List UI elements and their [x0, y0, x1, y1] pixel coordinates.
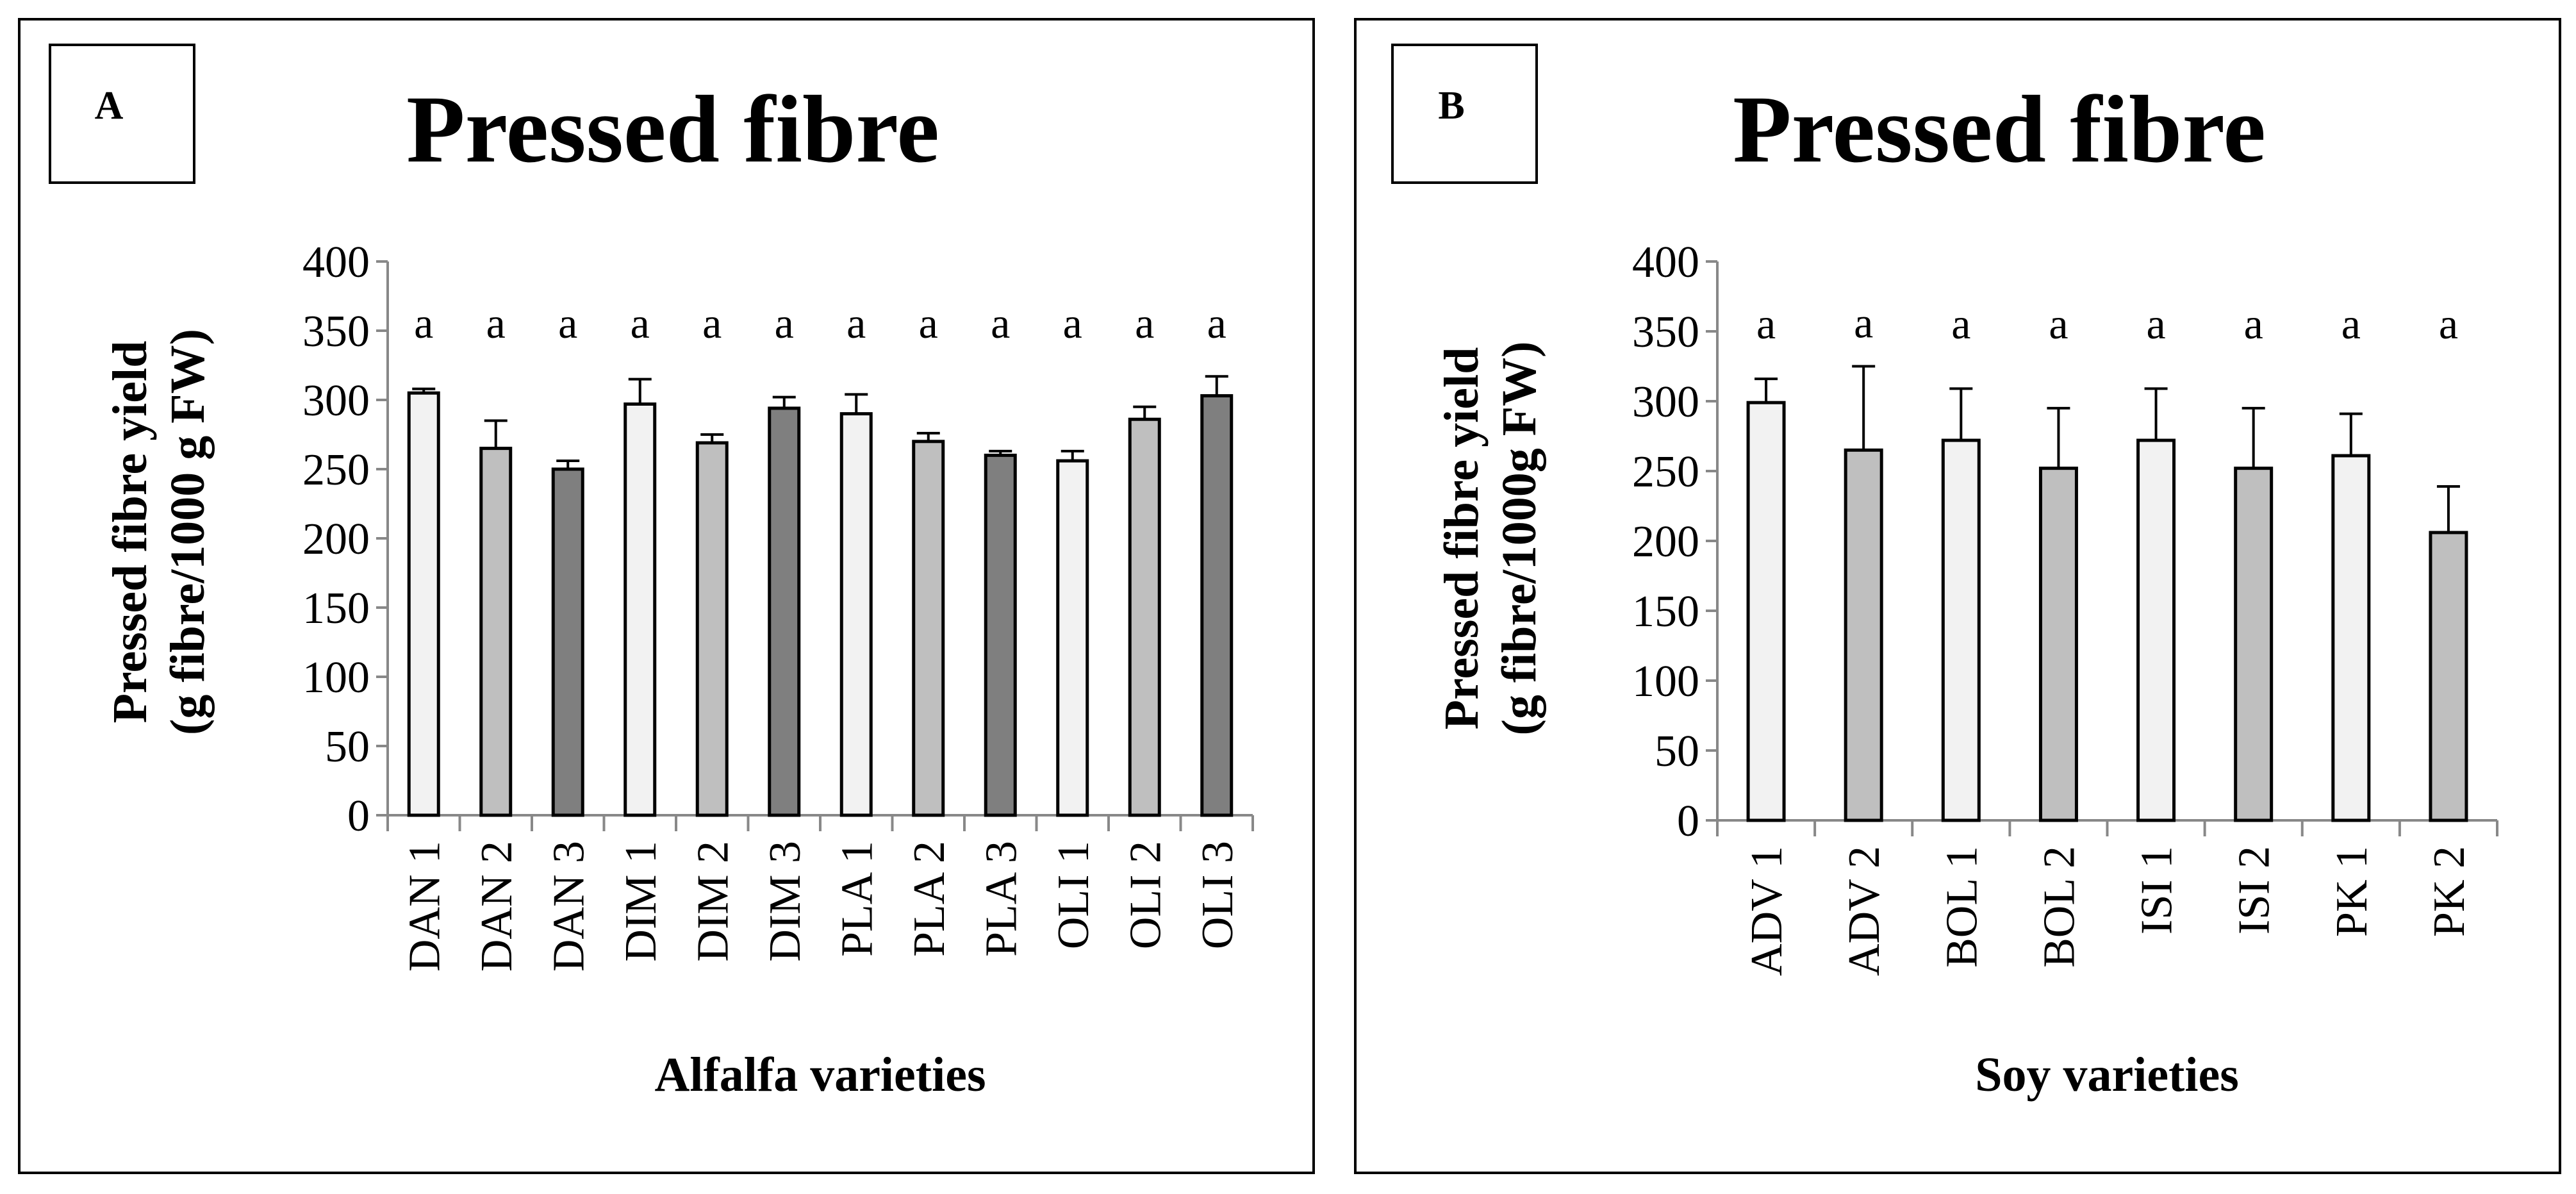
- panel-a-bar: [623, 402, 657, 817]
- panel-a-y-tick-label: 150: [302, 584, 370, 633]
- panel-b-y-tick-label: 100: [1632, 657, 1699, 706]
- panel-a-bar: [768, 406, 801, 817]
- panel-b-frame: [1354, 18, 2561, 1174]
- panel-a-bar: [695, 441, 729, 817]
- panel-a-bar: [1200, 394, 1234, 817]
- panel-a-bar: [984, 453, 1017, 817]
- panel-b-significance-label: a: [1854, 299, 1873, 347]
- panel-a-category-label: OLI 1: [1049, 841, 1098, 949]
- panel-a-category-label: DAN 2: [472, 841, 522, 972]
- panel-a-bar: [1128, 417, 1161, 817]
- panel-a-category-label: DIM 2: [688, 841, 738, 962]
- panel-a-title: Pressed fibre: [406, 76, 939, 183]
- panel-b: B Pressed fibre Pressed fibre yield (g f…: [1354, 18, 2561, 1174]
- panel-a-bar: [839, 412, 873, 817]
- panel-b-category-label: PK 1: [2327, 846, 2377, 937]
- panel-b-bar: [1941, 438, 1981, 822]
- panel-b-bar: [2234, 467, 2274, 822]
- panel-b-significance-label: a: [2049, 299, 2068, 348]
- panel-a-category-label: DAN 3: [544, 841, 593, 972]
- panel-b-bar: [2331, 454, 2371, 822]
- panel-a-y-tick-label: 0: [347, 792, 370, 841]
- panel-b-y-tick-label: 350: [1632, 308, 1699, 357]
- panel-a-significance-label: a: [1207, 299, 1226, 347]
- panel-b-y-tick-label: 250: [1632, 447, 1699, 497]
- panel-b-y-tick-label: 400: [1632, 238, 1699, 287]
- panel-b-significance-label: a: [1756, 299, 1776, 348]
- panel-b-category-label: ISI 1: [2133, 846, 2182, 934]
- panel-a-frame: [18, 18, 1315, 1174]
- panel-a-ylabel-line2: (g fibre/1000 g FW): [161, 329, 215, 735]
- panel-a-category-label: OLI 3: [1193, 841, 1243, 949]
- panel-a-significance-label: a: [775, 299, 794, 347]
- panel-a-significance-label: a: [1135, 299, 1154, 347]
- panel-b-bar: [2038, 467, 2078, 822]
- panel-a-significance-label: a: [558, 299, 577, 347]
- panel-a-label: A: [95, 84, 124, 128]
- panel-b-category-label: ISI 2: [2230, 846, 2279, 934]
- panel-a-y-tick-label: 400: [302, 238, 370, 287]
- panel-b-significance-label: a: [2244, 299, 2263, 348]
- panel-a-category-label: PLA 1: [832, 841, 882, 957]
- panel-b-category-label: BOL 1: [1937, 846, 1986, 968]
- panel-a-y-tick-label: 200: [302, 515, 370, 564]
- panel-a-significance-label: a: [631, 299, 650, 347]
- panel-a-y-tick-label: 250: [302, 445, 370, 495]
- panel-b-bar: [2429, 531, 2468, 822]
- panel-a-y-tick-label: 50: [325, 722, 370, 772]
- panel-a-category-label: DIM 1: [616, 841, 666, 962]
- panel-b-label-box: [1391, 44, 1538, 184]
- panel-b-title: Pressed fibre: [1733, 76, 2266, 183]
- panel-b-y-tick-label: 150: [1632, 587, 1699, 636]
- panel-b-significance-label: a: [1951, 299, 1970, 348]
- panel-b-category-label: ADV 2: [1840, 846, 1889, 976]
- panel-a-y-tick-label: 300: [302, 376, 370, 426]
- panel-a: A Pressed fibre Pressed fibre yield (g f…: [18, 18, 1315, 1174]
- panel-a-bar: [1056, 459, 1089, 817]
- panel-a-significance-label: a: [846, 299, 866, 347]
- panel-b-y-tick-label: 200: [1632, 517, 1699, 567]
- panel-a-significance-label: a: [414, 299, 433, 347]
- panel-a-significance-label: a: [1063, 299, 1082, 347]
- panel-a-category-label: PLA 2: [905, 841, 954, 957]
- panel-b-plot: 0 50 100 150 200 250 300 350 400 a ADV 1 a ADV 2 a BOL…: [1632, 238, 2498, 976]
- panel-a-plot: 0 50 100 150 200 250 300 350 400 a DAN 1 a DAN 2 a DAN…: [302, 238, 1254, 972]
- panel-b-significance-label: a: [2439, 299, 2458, 348]
- panel-a-bar: [479, 447, 513, 817]
- panel-a-category-label: DAN 1: [400, 841, 449, 972]
- panel-a-significance-label: a: [702, 299, 722, 347]
- panel-a-bar: [551, 467, 584, 817]
- panel-a-significance-label: a: [991, 299, 1010, 347]
- panel-b-label: B: [1438, 84, 1464, 128]
- panel-b-bar: [1844, 448, 1883, 822]
- panel-a-category-label: OLI 2: [1121, 841, 1170, 949]
- panel-b-category-label: BOL 2: [2035, 846, 2084, 968]
- panel-a-category-label: DIM 3: [761, 841, 810, 962]
- panel-b-significance-label: a: [2146, 299, 2165, 348]
- panel-b-ylabel-line1: Pressed fibre yield: [1435, 347, 1489, 730]
- panel-b-y-tick-label: 300: [1632, 377, 1699, 427]
- panel-b-bar: [1746, 401, 1786, 822]
- panel-b-ylabel-line2: (g fibre/1000g FW): [1492, 342, 1546, 736]
- panel-b-xlabel: Soy varieties: [1975, 1048, 2239, 1102]
- panel-a-significance-label: a: [919, 299, 938, 347]
- panel-b-category-label: ADV 1: [1742, 846, 1792, 976]
- panel-a-bar: [407, 391, 440, 817]
- panel-b-y-tick-label: 0: [1677, 797, 1699, 846]
- panel-a-y-tick-label: 350: [302, 307, 370, 356]
- panel-a-y-tick-label: 100: [302, 653, 370, 702]
- panel-b-significance-label: a: [2341, 299, 2361, 348]
- panel-a-label-box: [49, 44, 195, 184]
- panel-a-bar: [912, 440, 945, 817]
- panel-b-y-tick-label: 50: [1655, 727, 1699, 776]
- panel-a-category-label: PLA 3: [977, 841, 1026, 957]
- panel-b-category-label: PK 2: [2425, 846, 2474, 937]
- panel-a-ylabel-line1: Pressed fibre yield: [103, 341, 157, 724]
- panel-a-xlabel: Alfalfa varieties: [654, 1048, 986, 1102]
- panel-a-significance-label: a: [486, 299, 506, 347]
- panel-b-bar: [2136, 438, 2176, 822]
